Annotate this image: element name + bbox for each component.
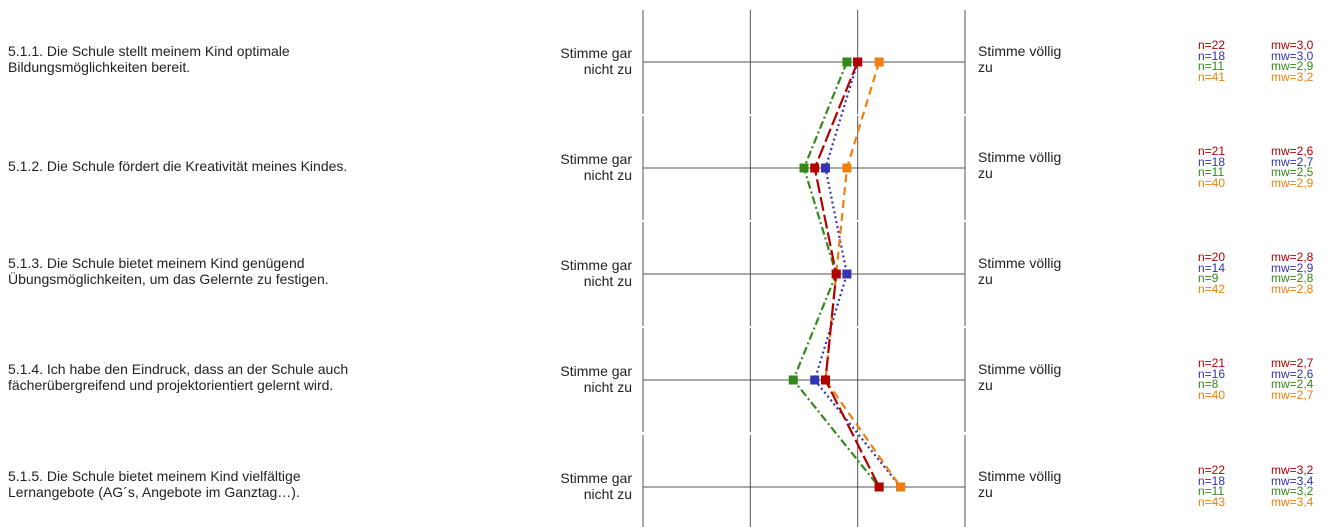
scale-left-label: nicht zu — [583, 379, 632, 395]
n-value: n=18 — [1198, 154, 1226, 169]
mw-value: mw=2,9 — [1271, 59, 1314, 73]
mw-value: mw=2,9 — [1271, 175, 1314, 190]
data-point — [799, 163, 809, 173]
mw-value: mw=2,7 — [1271, 154, 1314, 169]
data-point — [842, 269, 852, 279]
mw-value: mw=3,0 — [1271, 48, 1314, 63]
scale-right-label: zu — [978, 59, 993, 75]
series-line — [824, 61, 902, 488]
scale-left-label: nicht zu — [583, 61, 632, 77]
mw-value: mw=2,8 — [1271, 250, 1314, 264]
question-label: Bildungsmöglichkeiten bereit. — [8, 59, 191, 75]
n-value: n=21 — [1198, 356, 1226, 370]
data-point — [853, 57, 863, 67]
mw-value: mw=2,8 — [1271, 281, 1314, 296]
n-value: n=8 — [1198, 377, 1219, 391]
question-label: fächerübergreifend und projektorientiert… — [8, 377, 334, 393]
n-value: n=18 — [1198, 48, 1226, 63]
data-point — [842, 163, 852, 173]
mw-value: mw=2,8 — [1271, 271, 1314, 285]
data-point — [831, 269, 841, 279]
scale-right-label: Stimme völlig — [978, 255, 1062, 271]
mw-value: mw=2,4 — [1271, 377, 1314, 391]
question-label: 5.1.5. Die Schule bietet meinem Kind vie… — [8, 468, 301, 484]
mw-value: mw=2,9 — [1271, 260, 1314, 275]
scale-left-label: Stimme gar — [560, 151, 632, 167]
data-point — [810, 375, 820, 385]
mw-value: mw=2,7 — [1271, 356, 1314, 370]
n-value: n=11 — [1198, 165, 1225, 179]
scale-left-label: nicht zu — [583, 486, 632, 502]
n-value: n=14 — [1198, 260, 1226, 275]
n-value: n=9 — [1198, 271, 1219, 285]
scale-left-label: Stimme gar — [560, 45, 632, 61]
marker-layer — [788, 57, 906, 492]
question-label: Lernangebote (AG´s, Angebote im Ganztag…… — [8, 484, 300, 500]
scale-left-label: nicht zu — [583, 273, 632, 289]
scale-right-label: Stimme völlig — [978, 149, 1062, 165]
data-point — [820, 375, 830, 385]
n-value: n=21 — [1198, 144, 1226, 158]
mw-value: mw=2,7 — [1271, 387, 1314, 402]
n-value: n=41 — [1198, 69, 1226, 84]
scale-right-label: Stimme völlig — [978, 468, 1062, 484]
mw-value: mw=2,5 — [1271, 165, 1314, 179]
mw-value: mw=3,2 — [1271, 484, 1314, 498]
n-value: n=42 — [1198, 281, 1226, 296]
mw-value: mw=2,6 — [1271, 144, 1314, 158]
n-value: n=40 — [1198, 387, 1226, 402]
grid-layer — [642, 10, 966, 527]
data-point — [810, 163, 820, 173]
question-label: Übungsmöglichkeiten, um das Gelernte zu … — [8, 271, 329, 287]
scale-right-label: Stimme völlig — [978, 43, 1062, 59]
data-point — [874, 482, 884, 492]
scale-left-label: nicht zu — [583, 167, 632, 183]
scale-left-label: Stimme gar — [560, 363, 632, 379]
mw-value: mw=3,4 — [1271, 473, 1314, 488]
n-value: n=22 — [1198, 463, 1226, 477]
scale-right-label: zu — [978, 165, 993, 181]
scale-right-label: zu — [978, 484, 993, 500]
n-value: n=11 — [1198, 484, 1225, 498]
mw-value: mw=3,2 — [1271, 463, 1314, 477]
scale-left-label: Stimme gar — [560, 257, 632, 273]
scale-right-label: Stimme völlig — [978, 361, 1062, 377]
mw-value: mw=3,0 — [1271, 38, 1314, 52]
scale-right-label: zu — [978, 377, 993, 393]
mw-value: mw=3,4 — [1271, 494, 1314, 509]
mw-value: mw=3,2 — [1271, 69, 1314, 84]
mw-value: mw=2,6 — [1271, 366, 1314, 381]
question-label: 5.1.2. Die Schule fördert die Kreativitä… — [8, 158, 348, 174]
n-value: n=40 — [1198, 175, 1226, 190]
data-point — [788, 375, 798, 385]
n-value: n=20 — [1198, 250, 1226, 264]
question-label: 5.1.4. Ich habe den Eindruck, dass an de… — [8, 361, 349, 377]
n-value: n=11 — [1198, 59, 1225, 73]
question-label: 5.1.3. Die Schule bietet meinem Kind gen… — [8, 255, 305, 271]
data-point — [820, 163, 830, 173]
data-point — [874, 57, 884, 67]
n-value: n=43 — [1198, 494, 1226, 509]
data-point — [896, 482, 906, 492]
n-value: n=22 — [1198, 38, 1226, 52]
question-label: 5.1.1. Die Schule stellt meinem Kind opt… — [8, 43, 290, 59]
scale-left-label: Stimme gar — [560, 470, 632, 486]
data-point — [842, 57, 852, 67]
scale-right-label: zu — [978, 271, 993, 287]
n-value: n=16 — [1198, 366, 1226, 381]
n-value: n=18 — [1198, 473, 1226, 488]
